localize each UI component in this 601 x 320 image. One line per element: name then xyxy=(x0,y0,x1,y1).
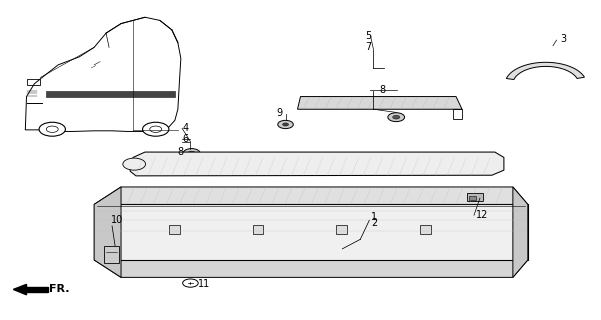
Polygon shape xyxy=(25,287,48,292)
Polygon shape xyxy=(297,97,462,109)
Circle shape xyxy=(123,158,145,170)
Text: 3: 3 xyxy=(560,34,566,44)
Text: 7: 7 xyxy=(365,42,371,52)
Text: FR.: FR. xyxy=(49,284,70,294)
Circle shape xyxy=(39,122,66,136)
Text: 6: 6 xyxy=(183,134,189,144)
Bar xyxy=(252,225,263,234)
Text: 8: 8 xyxy=(379,84,386,95)
Circle shape xyxy=(142,122,169,136)
Polygon shape xyxy=(130,152,504,176)
Circle shape xyxy=(183,148,200,157)
Polygon shape xyxy=(94,187,528,204)
Polygon shape xyxy=(94,260,528,277)
Bar xyxy=(105,246,119,263)
Polygon shape xyxy=(94,204,528,260)
Bar xyxy=(26,79,40,85)
Polygon shape xyxy=(467,193,483,201)
Text: 1: 1 xyxy=(371,212,377,222)
Circle shape xyxy=(278,120,293,129)
Circle shape xyxy=(392,115,400,119)
Circle shape xyxy=(388,113,404,122)
Polygon shape xyxy=(13,284,26,295)
Polygon shape xyxy=(513,187,528,277)
Bar xyxy=(169,225,180,234)
Text: 4: 4 xyxy=(183,123,189,133)
Circle shape xyxy=(282,123,288,126)
Polygon shape xyxy=(94,187,121,277)
Text: 9: 9 xyxy=(276,108,282,118)
Bar xyxy=(337,225,347,234)
Polygon shape xyxy=(46,91,175,97)
Circle shape xyxy=(188,151,195,155)
Text: 12: 12 xyxy=(476,210,488,220)
Text: 8: 8 xyxy=(178,148,184,157)
Bar xyxy=(469,196,477,200)
Polygon shape xyxy=(507,62,584,80)
Text: 2: 2 xyxy=(371,219,377,228)
Bar xyxy=(420,225,431,234)
Text: 11: 11 xyxy=(198,279,210,289)
Text: 10: 10 xyxy=(111,215,123,225)
Text: 5: 5 xyxy=(365,31,371,41)
